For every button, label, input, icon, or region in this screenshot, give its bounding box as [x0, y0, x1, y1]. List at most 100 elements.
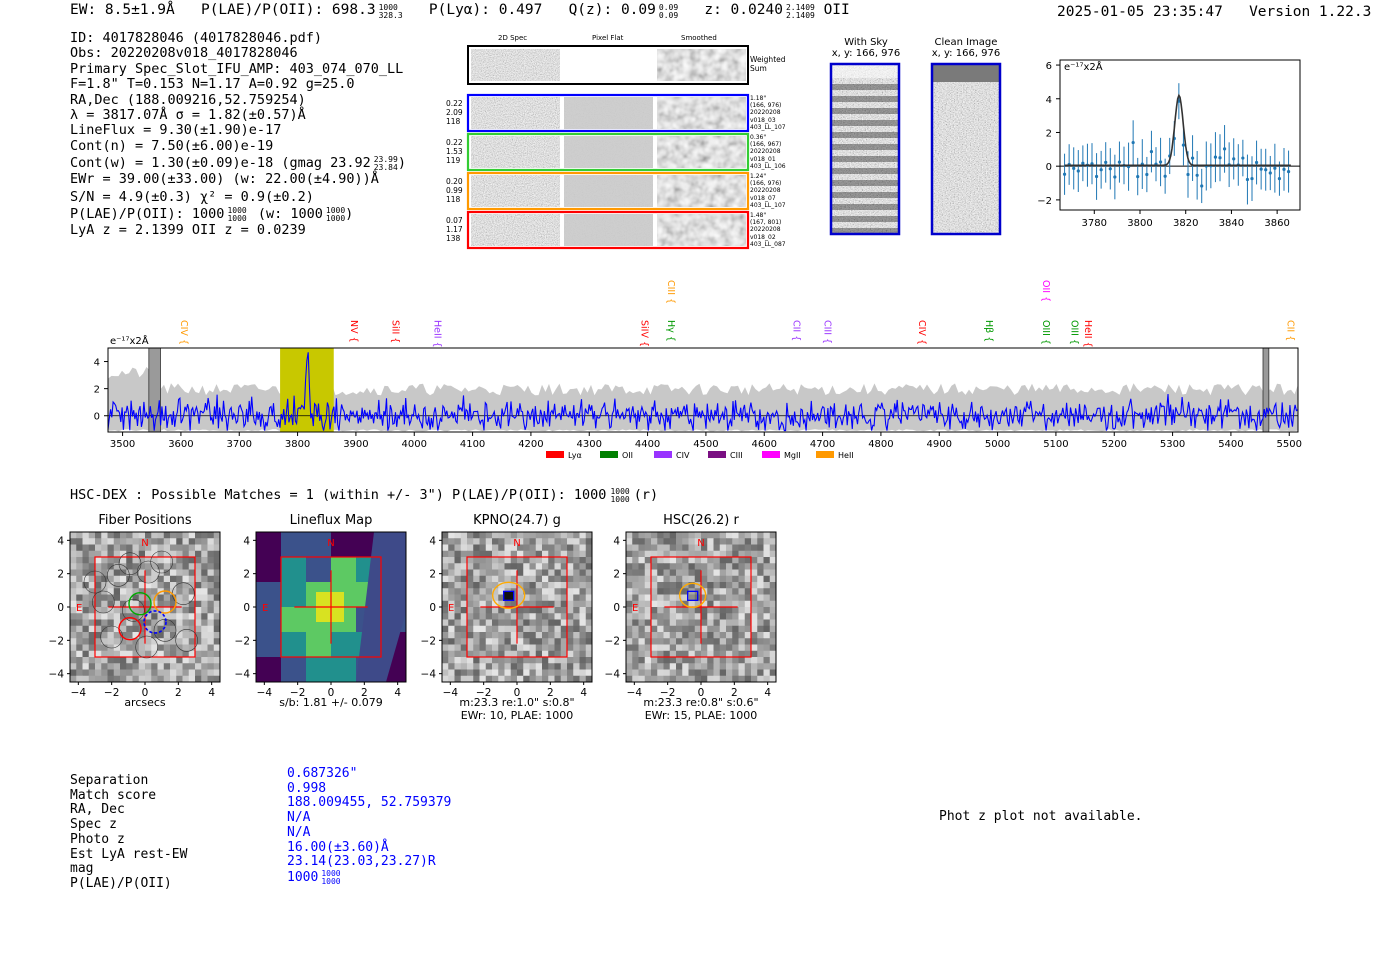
pixel: [701, 657, 708, 664]
aperture-ellipse: [491, 581, 526, 610]
pixel: [548, 569, 555, 577]
xtick-label: 4: [764, 687, 771, 699]
pixel: [751, 619, 758, 627]
pixel: [573, 532, 580, 539]
pixel: [479, 569, 487, 577]
pixel: [138, 563, 146, 570]
legend-label: HeII: [838, 451, 854, 460]
ytick-label: −2: [605, 635, 620, 647]
pixel: [535, 582, 543, 589]
pixel: [529, 582, 537, 589]
pixel: [579, 613, 587, 620]
pixel: [644, 638, 652, 645]
pixel: [738, 594, 746, 602]
pixel: [682, 563, 689, 570]
pixel: [170, 675, 177, 683]
pixel: [732, 563, 739, 570]
pixel: [101, 538, 108, 545]
pixel: [726, 632, 733, 639]
hsc-panel-title: Lineflux Map: [289, 513, 373, 528]
zoom-point: [1113, 175, 1117, 179]
pixel: [769, 532, 777, 539]
pixel: [113, 619, 121, 627]
pixel: [157, 619, 165, 627]
lineflux-cell: [306, 532, 332, 558]
pixel: [707, 663, 714, 670]
pixel: [657, 600, 664, 608]
pixel: [523, 644, 530, 652]
pixel: [719, 600, 727, 608]
label-mag: mag: [70, 861, 94, 877]
spec-xtick-label: 3900: [343, 439, 368, 450]
pixel: [454, 657, 462, 664]
pixel: [454, 663, 462, 670]
pixel: [694, 650, 702, 658]
pixel: [492, 650, 499, 658]
pixel: [632, 582, 639, 589]
pixel: [719, 532, 727, 539]
pixel: [751, 644, 758, 652]
pixel: [632, 563, 639, 570]
pixel: [76, 669, 83, 677]
zoom-point: [1090, 162, 1094, 166]
pixel: [454, 550, 462, 558]
pixel: [676, 650, 683, 658]
pixel: [101, 613, 108, 620]
pixel: [460, 663, 468, 670]
pixel: [535, 644, 543, 652]
pixel: [751, 663, 758, 670]
pixel: [132, 563, 140, 570]
pixel: [651, 582, 658, 589]
pixel: [560, 607, 568, 614]
pixel: [657, 538, 664, 545]
pixel: [163, 563, 171, 570]
pixel: [201, 563, 208, 570]
spec-xtick-label: 4100: [460, 439, 485, 450]
pixel: [188, 594, 196, 602]
pixel: [732, 538, 739, 545]
pixel: [145, 594, 152, 602]
pixel: [726, 657, 733, 664]
pixel: [145, 563, 152, 570]
pixel: [151, 569, 158, 577]
pixel: [88, 632, 96, 639]
pixel: [195, 669, 202, 677]
pixel: [126, 619, 133, 627]
pixel: [442, 582, 449, 589]
zoom-point: [1273, 166, 1277, 170]
pixel: [448, 613, 455, 620]
pixel: [76, 563, 83, 570]
pixel: [145, 644, 152, 652]
cutout-right-value: 1.18": [750, 95, 767, 102]
pixel: [701, 532, 708, 539]
label-photo-z: Photo z: [70, 831, 125, 847]
pixel: [170, 607, 177, 614]
pixel: [573, 619, 580, 627]
zoom-point: [1099, 168, 1103, 172]
zoom-point: [1108, 167, 1112, 171]
pixel: [82, 563, 90, 570]
pixel: [163, 569, 171, 577]
pixel: [157, 638, 165, 645]
pixel: [207, 544, 215, 552]
pixel: [738, 582, 746, 589]
pixel: [201, 550, 208, 558]
pixel: [763, 550, 771, 558]
pixel: [579, 638, 587, 645]
pixel: [213, 532, 221, 539]
pixel: [573, 663, 580, 670]
pixel: [454, 625, 462, 633]
zoom-point: [1190, 156, 1195, 160]
pixel: [479, 644, 487, 652]
pixel: [585, 650, 593, 658]
pixel: [182, 544, 190, 552]
pixel: [701, 650, 708, 658]
pixel: [120, 663, 127, 670]
pixel: [460, 594, 468, 602]
pixel: [479, 575, 487, 583]
pixel: [82, 550, 90, 558]
pixel: [101, 594, 108, 602]
pixel: [719, 550, 727, 558]
spec-line-label: CIII {: [665, 280, 676, 304]
pixel: [467, 619, 474, 627]
